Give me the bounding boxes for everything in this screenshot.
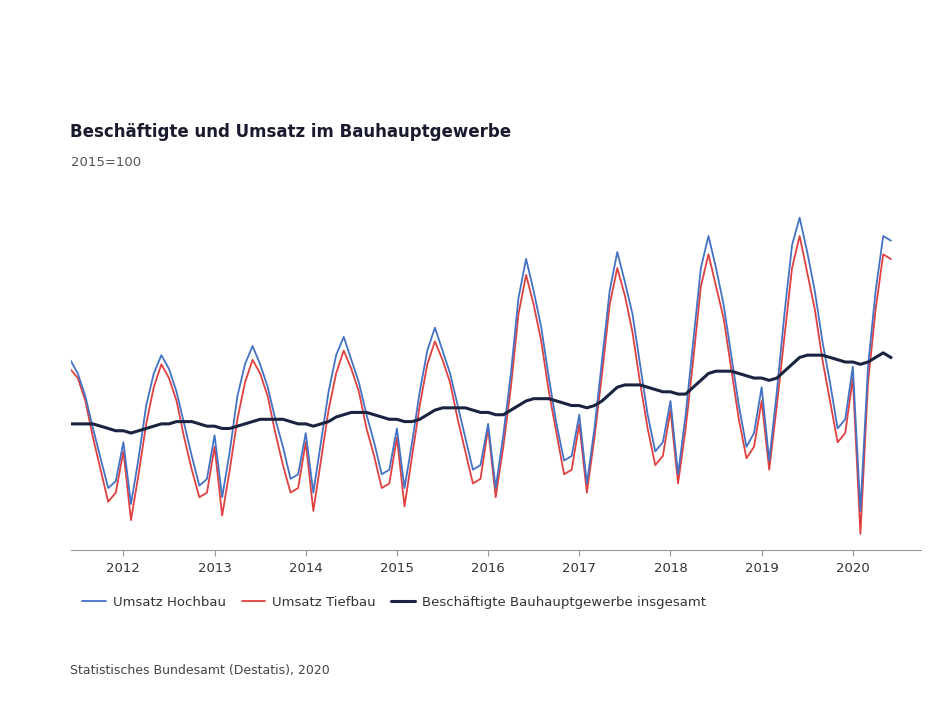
Text: 2015=100: 2015=100 bbox=[70, 157, 141, 169]
Text: Beschäftigte und Umsatz im Bauhauptgewerbe: Beschäftigte und Umsatz im Bauhauptgewer… bbox=[70, 123, 511, 141]
Legend: Umsatz Hochbau, Umsatz Tiefbau, Beschäftigte Bauhauptgewerbe insgesamt: Umsatz Hochbau, Umsatz Tiefbau, Beschäft… bbox=[77, 590, 711, 614]
Text: Statistisches Bundesamt (Destatis), 2020: Statistisches Bundesamt (Destatis), 2020 bbox=[70, 664, 330, 677]
